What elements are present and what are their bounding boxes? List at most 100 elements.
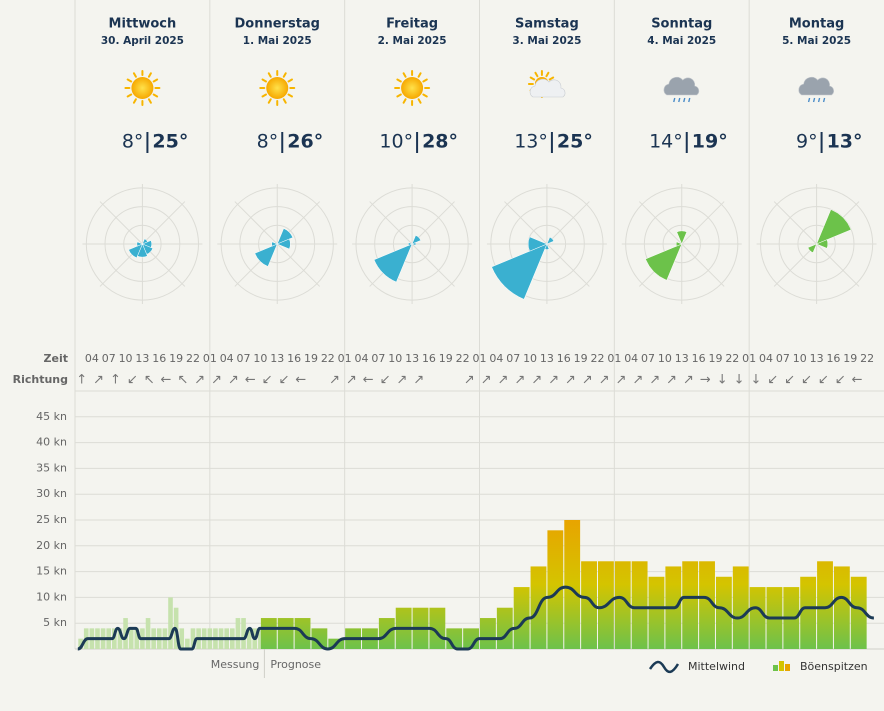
time-label: 07 (506, 352, 520, 365)
rain-drop (683, 97, 686, 103)
cloud (529, 78, 566, 98)
rose-petal (373, 243, 413, 283)
direction-arrow: ↓ (750, 373, 761, 388)
direction-row-label: Richtung (13, 373, 68, 386)
sun-ray (267, 98, 272, 104)
direction-arrow: ↗ (397, 373, 408, 388)
sun-ray (417, 98, 422, 104)
sun-ray (548, 76, 555, 81)
gust-bar (277, 618, 294, 649)
gust-bar (614, 561, 631, 649)
sun-ray (396, 78, 402, 83)
rose-petal (815, 239, 829, 249)
time-label: 04 (624, 352, 638, 365)
time-label: 07 (102, 352, 116, 365)
forecast-label: Prognose (270, 658, 321, 671)
rain-drop (678, 97, 681, 103)
time-label: 13 (405, 352, 419, 365)
direction-arrow: ↗ (514, 373, 525, 388)
time-label: 16 (826, 352, 840, 365)
gust-bar (258, 628, 263, 649)
legend-bar-icon (773, 665, 778, 671)
direction-arrow: ↗ (616, 373, 627, 388)
direction-arrow: ← (245, 373, 256, 388)
time-label: 22 (725, 352, 739, 365)
sun (266, 77, 289, 99)
time-label: 07 (237, 352, 251, 365)
direction-arrow: ↖ (144, 373, 155, 388)
temp-low: 9° (796, 131, 818, 153)
direction-arrow: ↖ (177, 373, 188, 388)
rain-drop (688, 97, 691, 103)
rose-petal (128, 243, 143, 259)
direction-arrow: ↗ (582, 373, 593, 388)
rose-petal (411, 235, 422, 245)
gust-bar (235, 618, 241, 649)
weather-icon (124, 70, 161, 106)
rain-drop (807, 97, 811, 103)
y-tick-label: 30 kn (36, 487, 67, 500)
time-label: 16 (287, 352, 301, 365)
sun-ray (422, 93, 428, 98)
day-date: 5. Mai 2025 (782, 35, 851, 47)
day-name: Samstag (515, 17, 579, 32)
cloud (798, 76, 834, 96)
day-name: Montag (789, 17, 844, 32)
sun-ray (417, 72, 422, 78)
sun-ray (261, 78, 267, 83)
weather-icon (527, 70, 566, 98)
time-label: 13 (270, 352, 284, 365)
gust-bar (581, 561, 597, 649)
rose-petal (807, 243, 818, 253)
day-name: Sonntag (651, 17, 712, 32)
rain-drop (812, 97, 816, 103)
time-label: 13 (810, 352, 824, 365)
gust-bar (715, 576, 732, 649)
direction-arrow: ↗ (666, 373, 677, 388)
time-label: 22 (321, 352, 335, 365)
sun-ray (132, 98, 137, 104)
temp-low: 10° (379, 131, 413, 153)
time-label: 10 (253, 352, 267, 365)
gust-bar (241, 618, 246, 649)
day-date: 4. Mai 2025 (647, 35, 716, 47)
time-label: 04 (85, 352, 99, 365)
direction-arrow: ↙ (784, 373, 795, 388)
direction-arrow: ↗ (194, 373, 205, 388)
time-label: 01 (607, 352, 621, 365)
gust-bar (246, 628, 252, 649)
time-row-label: Zeit (44, 352, 68, 365)
rose-petal (546, 236, 555, 245)
direction-arrow: ↗ (413, 373, 424, 388)
y-tick-label: 5 kn (43, 616, 67, 629)
time-label: 07 (776, 352, 790, 365)
time-label: 07 (371, 352, 385, 365)
direction-arrow: ← (852, 373, 863, 388)
gust-bar (833, 566, 850, 649)
weather-icon (663, 76, 700, 103)
gust-bar (648, 576, 665, 649)
gust-bar (145, 618, 151, 649)
y-tick-label: 15 kn (36, 565, 67, 578)
temp-high: 19° (692, 131, 728, 153)
direction-arrow: ↗ (498, 373, 509, 388)
sun-ray (152, 78, 159, 83)
time-label: 13 (675, 352, 689, 365)
direction-arrow: ↗ (346, 373, 357, 388)
gust-bar (732, 566, 749, 649)
temp-high: 28° (422, 131, 458, 153)
direction-arrow: ↗ (329, 373, 340, 388)
direction-arrow: ← (295, 373, 306, 388)
gust-bar (311, 628, 328, 649)
rain-drop (817, 97, 821, 103)
rose-petal (816, 209, 852, 245)
rose-petal (491, 243, 548, 300)
sun-ray (132, 72, 137, 78)
sun (401, 77, 424, 99)
legend-bar-icon (779, 661, 784, 671)
day-name: Freitag (386, 17, 438, 32)
sun-ray (126, 78, 133, 83)
